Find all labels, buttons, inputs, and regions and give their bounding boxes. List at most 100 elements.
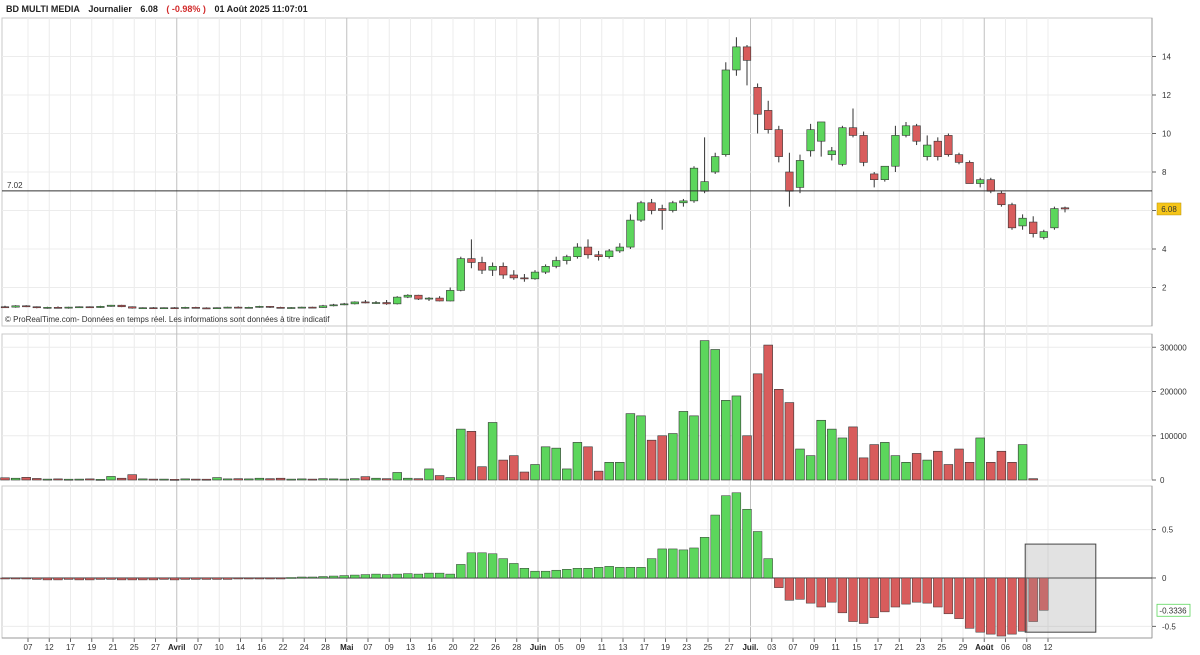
candle-body	[329, 304, 338, 307]
timeframe-label: Journalier	[88, 4, 132, 14]
volume-bar	[774, 389, 784, 481]
candle	[477, 256, 487, 275]
candle-body	[255, 306, 264, 308]
x-tick-label: 08	[1022, 643, 1031, 652]
candle	[488, 262, 497, 276]
candle	[202, 307, 211, 310]
x-tick-label: 28	[512, 643, 521, 652]
x-tick-label: 17	[66, 643, 75, 652]
x-tick-label: Août	[975, 643, 994, 652]
candle	[212, 307, 222, 310]
volume-bar	[318, 478, 328, 481]
candle-body	[562, 256, 571, 261]
candle-body	[382, 302, 391, 305]
candle-body	[276, 307, 285, 309]
x-tick-label: 27	[725, 643, 734, 652]
candle-body	[287, 307, 296, 309]
oscillator-bar	[752, 531, 763, 579]
candle-body	[181, 307, 190, 309]
x-tick-label: 11	[598, 643, 607, 652]
candle	[997, 191, 1006, 207]
volume-bar	[456, 428, 466, 481]
candle-body	[234, 306, 243, 309]
candle	[891, 125, 900, 172]
candle	[933, 137, 942, 161]
volume-bar	[827, 428, 837, 481]
oscillator-bar	[74, 577, 84, 581]
volume-bar	[201, 478, 212, 481]
volume-bar	[350, 478, 360, 481]
x-tick-label: 24	[300, 643, 309, 652]
x-tick-label: 23	[916, 643, 925, 652]
oscillator-bar	[191, 577, 201, 580]
volume-bar	[615, 462, 625, 481]
candle	[297, 306, 306, 309]
candle	[350, 301, 359, 305]
oscillator-bar	[911, 577, 922, 603]
oscillator-bar	[530, 570, 540, 579]
volume-bar	[752, 373, 763, 481]
x-tick-label: 10	[215, 643, 224, 652]
x-tick-label: 19	[661, 643, 670, 652]
candle	[43, 306, 52, 309]
oscillator-bar	[53, 577, 63, 581]
candle-body	[149, 307, 158, 310]
oscillator-bar	[657, 548, 667, 579]
x-tick-label: 16	[427, 643, 436, 652]
volume-bar	[371, 477, 381, 481]
candle	[456, 256, 465, 292]
oscillator-bar	[42, 577, 53, 581]
x-tick-label: 07	[789, 643, 798, 652]
candle-body	[106, 304, 116, 307]
oscillator-bar	[487, 553, 498, 579]
oscillator-bar	[922, 577, 932, 604]
candle-body	[456, 258, 465, 291]
oscillator-bar	[742, 508, 752, 579]
volume-bar	[678, 411, 689, 481]
y-tick-label: 100000	[1160, 432, 1187, 441]
oscillator-bar	[456, 564, 466, 579]
oscillator-bar	[265, 577, 275, 580]
oscillator-bar	[583, 568, 593, 579]
oscillator-bar	[392, 573, 402, 579]
candle	[22, 305, 31, 308]
volume-bar	[53, 478, 63, 481]
y-tick-label: 12	[1162, 91, 1171, 100]
volume-bar	[572, 442, 583, 481]
oscillator-bar	[233, 577, 243, 580]
volume-bar	[816, 419, 826, 481]
volume-bar	[646, 439, 657, 481]
oscillator-bar	[933, 577, 943, 608]
x-tick-label: 27	[151, 643, 160, 652]
candle-body	[880, 165, 889, 181]
selection-box	[1024, 543, 1097, 633]
volume-bar	[466, 431, 477, 481]
candle	[0, 305, 10, 309]
candle	[149, 307, 158, 310]
oscillator-bar	[138, 577, 148, 581]
candle-body	[806, 129, 815, 152]
candle	[520, 274, 529, 282]
x-tick-label: 16	[257, 643, 266, 652]
volume-bar	[689, 415, 699, 481]
last-value-label: -0.3336	[1159, 606, 1187, 615]
oscillator-bar	[275, 577, 286, 580]
candle	[265, 305, 275, 308]
oscillator-bar	[339, 575, 349, 579]
candle-body	[552, 260, 561, 267]
volume-bar	[562, 468, 572, 481]
candle	[424, 297, 434, 301]
candle-body	[414, 294, 423, 300]
volume-bar	[519, 471, 530, 481]
oscillator-bar	[774, 577, 784, 588]
x-tick-label: 29	[959, 643, 968, 652]
candle-body	[986, 179, 995, 192]
candle	[393, 296, 402, 305]
candle	[753, 83, 762, 134]
volume-bar	[127, 474, 137, 481]
volume-bar	[233, 478, 243, 481]
volume-panel	[0, 340, 1038, 481]
candle-body	[827, 150, 836, 155]
candle	[446, 287, 455, 302]
